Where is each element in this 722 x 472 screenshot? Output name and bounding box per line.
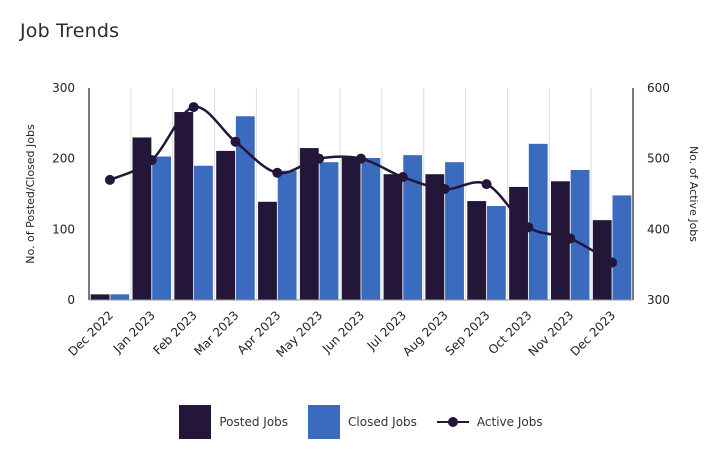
active-jobs-point	[607, 257, 618, 268]
active-jobs-point	[439, 184, 450, 195]
bar-closed	[570, 169, 590, 300]
bar-closed	[403, 155, 423, 300]
y2-axis-title: No. of Active Jobs	[687, 146, 700, 242]
posted-swatch	[179, 405, 212, 439]
bar-closed	[528, 143, 548, 300]
bar-closed	[319, 162, 339, 300]
active-swatch	[436, 416, 469, 428]
legend-label-active: Active Jobs	[476, 415, 543, 429]
bar-posted	[174, 112, 194, 300]
legend-item-posted[interactable]: Posted Jobs	[179, 405, 288, 439]
bar-posted	[216, 150, 236, 300]
active-jobs-point	[104, 174, 115, 185]
active-jobs-point	[314, 153, 325, 164]
bar-closed	[110, 294, 130, 300]
y2-tick-label: 300	[647, 293, 670, 307]
y2-tick-label: 600	[647, 81, 670, 95]
bar-closed	[361, 157, 381, 300]
bar-posted	[509, 186, 528, 300]
legend-label-closed: Closed Jobs	[348, 415, 417, 429]
bar-posted	[592, 220, 612, 300]
bar-closed	[445, 162, 464, 300]
active-jobs-point	[397, 172, 408, 183]
bar-closed	[486, 206, 506, 300]
bar-closed	[277, 170, 297, 300]
x-tick-label: Aug 2023	[400, 308, 451, 359]
closed-swatch	[308, 405, 341, 439]
bar-posted	[383, 174, 403, 300]
chart-legend: Posted Jobs Closed Jobs Active Jobs	[0, 404, 722, 440]
x-tick-label: Dec 2022	[65, 308, 116, 359]
bar-closed	[612, 195, 632, 300]
active-jobs-point	[565, 233, 576, 244]
bar-closed	[152, 156, 172, 300]
y2-tick-label: 500	[647, 152, 670, 166]
legend-item-closed[interactable]: Closed Jobs	[308, 405, 417, 439]
y-tick-label: 200	[52, 152, 75, 166]
bar-closed	[194, 165, 213, 300]
y2-tick-label: 400	[647, 222, 670, 236]
y-tick-label: 300	[52, 81, 75, 95]
bar-posted	[550, 181, 570, 300]
bar-posted	[258, 201, 277, 300]
active-jobs-point	[481, 179, 492, 190]
bar-posted	[132, 137, 152, 300]
bar-posted	[90, 294, 110, 300]
bar-posted	[425, 174, 445, 300]
bar-posted	[467, 201, 487, 300]
x-tick-label: Mar 2023	[191, 308, 241, 358]
y-axis-title: No. of Posted/Closed Jobs	[24, 124, 37, 264]
legend-label-posted: Posted Jobs	[219, 415, 289, 429]
active-jobs-point	[230, 136, 241, 147]
x-tick-label: Jun 2023	[319, 308, 367, 356]
bar-closed	[235, 116, 255, 301]
legend-item-active[interactable]: Active Jobs	[436, 415, 543, 429]
active-jobs-point	[188, 102, 199, 113]
active-jobs-point	[272, 167, 283, 178]
active-jobs-point	[146, 155, 157, 166]
y-tick-label: 0	[67, 293, 75, 307]
y-tick-label: 100	[52, 222, 75, 236]
active-jobs-point	[523, 222, 534, 233]
active-jobs-point	[356, 153, 366, 164]
x-tick-label: Sep 2023	[442, 308, 492, 358]
bar-posted	[299, 148, 319, 300]
bar-posted	[341, 157, 361, 300]
x-tick-label: Dec 2023	[568, 308, 619, 359]
chart-title: Job Trends	[20, 20, 120, 42]
